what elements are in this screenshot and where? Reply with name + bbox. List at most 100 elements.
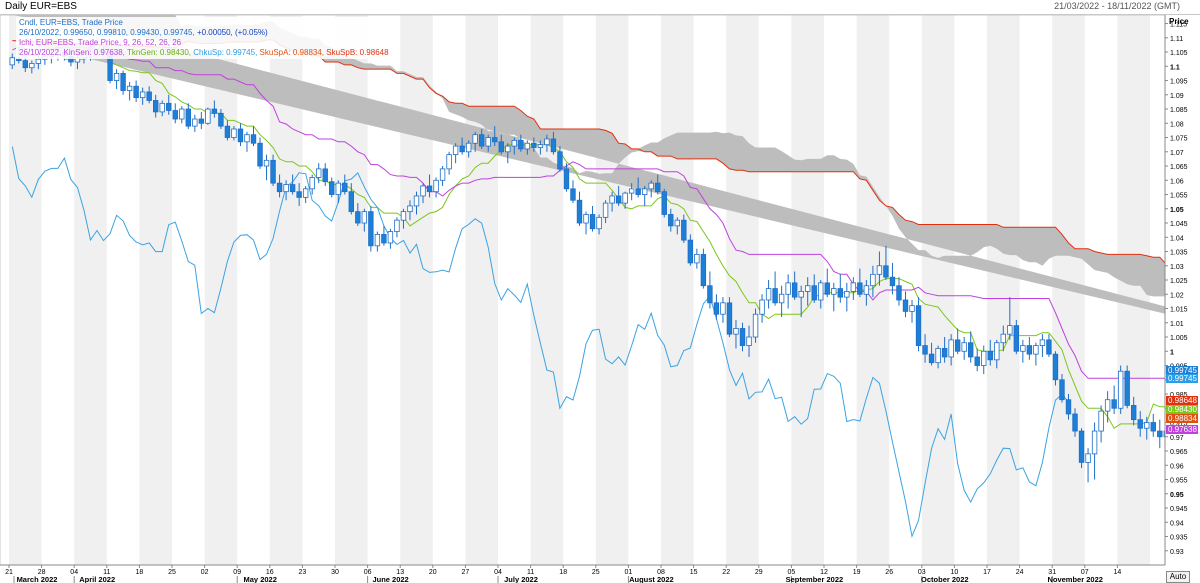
candle xyxy=(922,334,928,363)
candle xyxy=(844,282,850,312)
week-band xyxy=(726,15,759,565)
candle xyxy=(1026,337,1033,360)
candlesticks xyxy=(9,40,1200,483)
y-tick-label: 1.08 xyxy=(1170,121,1184,128)
y-tick-label: 1.065 xyxy=(1170,164,1188,171)
candle xyxy=(348,183,354,215)
candle xyxy=(302,185,309,204)
x-tick-label: 11 xyxy=(527,569,534,576)
candle xyxy=(283,180,289,201)
candle xyxy=(687,234,694,266)
x-tick-label: 01 xyxy=(625,569,633,576)
price-tag: 0.98834 xyxy=(1166,414,1198,423)
y-tick-label: 1.07 xyxy=(1170,150,1184,157)
candle xyxy=(1052,351,1059,386)
chart-title: Daily EUR=EBS xyxy=(5,1,77,12)
y-tick-label: 1.055 xyxy=(1170,193,1188,200)
candle xyxy=(342,174,348,195)
week-band xyxy=(921,15,955,565)
x-tick-label: 04 xyxy=(70,569,78,576)
x-month-label: November 2022 xyxy=(1047,575,1102,583)
price-tag: 0.98648 xyxy=(1166,396,1198,405)
candle xyxy=(329,177,335,198)
candle xyxy=(263,154,270,181)
y-tick-label: 0.93 xyxy=(1170,549,1184,556)
candle xyxy=(648,180,654,198)
kijun-line xyxy=(12,45,1200,398)
legend: Cndl, EUR=EBS, Trade Price 26/10/2022, 0… xyxy=(16,17,392,59)
candle xyxy=(459,137,465,155)
candle xyxy=(713,294,720,320)
candle xyxy=(1104,391,1111,423)
x-tick-label: 18 xyxy=(559,569,567,576)
candle xyxy=(720,297,726,323)
x-tick-label: 24 xyxy=(1016,569,1024,576)
price-tag: 0.97638 xyxy=(1166,425,1198,434)
y-axis-bg xyxy=(1165,15,1200,565)
candle xyxy=(596,214,602,235)
candle xyxy=(120,70,126,95)
candle xyxy=(642,185,648,206)
indicator-lines xyxy=(11,45,1200,539)
x-month-label: June 2022 xyxy=(372,575,408,583)
week-band xyxy=(9,15,42,565)
candle xyxy=(857,268,863,298)
candle xyxy=(218,109,224,129)
candle xyxy=(172,103,178,124)
candle xyxy=(244,131,250,152)
candle xyxy=(1137,411,1143,437)
candle xyxy=(589,205,596,232)
legend-tenkan: TknGen: 0.98430, xyxy=(126,48,192,57)
y-tick-label: 1.005 xyxy=(1170,335,1188,342)
candle xyxy=(394,217,400,238)
candle xyxy=(433,177,439,198)
y-tick-label: 1.05 xyxy=(1170,207,1184,214)
candle xyxy=(896,277,902,306)
candle xyxy=(622,191,628,209)
y-tick-label: 0.985 xyxy=(1170,392,1188,399)
auto-scale-button[interactable]: Auto xyxy=(1166,571,1190,583)
candle xyxy=(752,308,759,343)
candle xyxy=(961,337,967,360)
candle xyxy=(498,134,504,155)
x-tick-label: 21 xyxy=(5,569,13,576)
y-tick-label: 0.945 xyxy=(1170,506,1188,513)
candle xyxy=(739,322,746,352)
candle xyxy=(231,126,237,141)
candle xyxy=(805,277,811,306)
candle xyxy=(837,274,843,303)
y-tick-label: 0.95 xyxy=(1170,492,1184,499)
x-tick-label: 30 xyxy=(331,569,339,576)
x-tick-label: 17 xyxy=(983,569,991,576)
candle xyxy=(824,268,830,298)
x-tick-label: 31 xyxy=(1048,569,1056,576)
x-tick-label: 19 xyxy=(853,569,861,576)
candle xyxy=(668,208,674,232)
candle xyxy=(1111,385,1117,414)
week-band xyxy=(74,15,107,565)
legend-ohlc: 26/10/2022, 0.99650, 0.99810, 0.99430, 0… xyxy=(19,28,195,37)
y-tick-label: 0.935 xyxy=(1170,535,1188,542)
candle xyxy=(198,111,205,129)
candle xyxy=(152,94,159,118)
candle xyxy=(798,285,804,318)
candle xyxy=(909,299,915,323)
candle xyxy=(941,337,948,363)
candle xyxy=(928,342,935,366)
candle xyxy=(355,203,361,226)
x-axis: 21 28 04 11 18 25 02 09 16 23 30 06 13 20 27 04 11 18 25 01… xyxy=(0,564,1165,583)
x-tick-label: 07 xyxy=(1081,569,1089,576)
week-bands xyxy=(0,14,1166,566)
legend-spanB: SkuSpB: 0.98648 xyxy=(326,48,389,57)
chikou-line xyxy=(11,146,1069,539)
candle xyxy=(374,231,381,252)
candle xyxy=(126,81,133,101)
candle xyxy=(550,131,557,155)
legend-kijun: KinSen: 0.97638, xyxy=(63,48,125,57)
candle xyxy=(1033,342,1039,366)
candle xyxy=(518,134,524,152)
y-tick-label: 1.01 xyxy=(1170,321,1184,328)
y-axis-label: Price xyxy=(1169,17,1189,26)
y-tick-label: 1.04 xyxy=(1170,235,1184,242)
